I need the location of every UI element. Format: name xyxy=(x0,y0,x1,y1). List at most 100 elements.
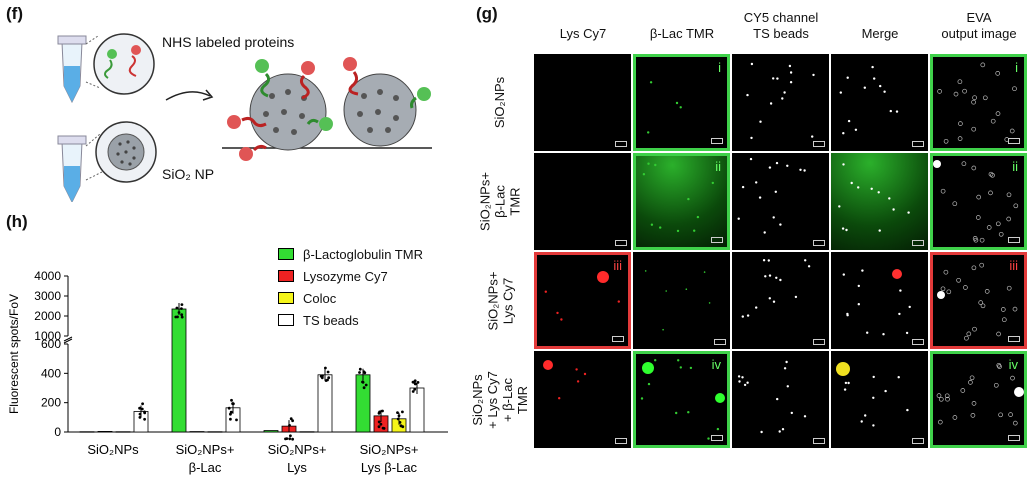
fluorescent-spot xyxy=(964,335,969,341)
fluorescent-spot xyxy=(790,411,793,415)
fluorescent-spot xyxy=(1012,86,1017,92)
fluorescent-spot xyxy=(650,223,654,226)
legend-label: Lysozyme Cy7 xyxy=(303,268,388,284)
row-header: SiO₂NPs + Lys Cy7 + β-Lac TMR xyxy=(470,370,530,429)
data-point xyxy=(291,437,294,441)
microscopy-image: iv xyxy=(633,351,730,448)
fluorescent-spot xyxy=(807,265,811,268)
fluorescent-spot xyxy=(776,77,779,80)
data-point xyxy=(291,419,294,423)
tube-icon xyxy=(57,135,87,202)
data-point xyxy=(138,416,142,419)
fluorescent-spot xyxy=(846,76,849,79)
bar xyxy=(317,374,333,433)
fluorescent-spot xyxy=(857,303,860,306)
fluorescent-spot xyxy=(769,102,773,105)
data-point xyxy=(358,367,362,371)
fluorescent-spot xyxy=(877,191,880,194)
fluorescent-spot xyxy=(804,259,807,262)
panel-roman-numeral: i xyxy=(718,60,721,75)
fluorescent-spot xyxy=(758,196,762,199)
data-point xyxy=(229,412,232,416)
fluorescent-spot xyxy=(649,81,653,84)
bar xyxy=(409,387,425,433)
fluorescent-spot xyxy=(741,185,745,189)
fluorescent-spot xyxy=(988,190,993,196)
data-point xyxy=(230,398,233,402)
fluorescent-spot xyxy=(946,289,952,295)
microscopy-image xyxy=(633,252,730,349)
column-header: Lys Cy7 xyxy=(559,26,607,41)
fluorescent-spot xyxy=(786,385,789,388)
fluorescent-spot xyxy=(597,271,609,283)
fluorescent-spot xyxy=(685,288,688,290)
fluorescent-spot xyxy=(799,168,802,171)
fluorescent-spot xyxy=(1000,307,1006,312)
scale-bar xyxy=(1008,237,1020,243)
scale-bar xyxy=(813,240,825,246)
fluorescent-spot xyxy=(982,95,988,101)
bar xyxy=(263,430,279,433)
fluorescent-spot xyxy=(940,286,946,292)
data-point xyxy=(288,437,292,441)
scale-bar xyxy=(1008,138,1020,144)
fluorescent-spot xyxy=(908,305,911,309)
panel-roman-numeral: iv xyxy=(711,357,721,372)
fluorescent-spot xyxy=(907,211,910,214)
fluorescent-spot xyxy=(850,181,853,185)
fluorescent-spot xyxy=(640,397,644,400)
data-point xyxy=(326,378,329,382)
column-header: CY5 channel TS beads xyxy=(743,10,819,41)
microscopy-image xyxy=(732,351,829,448)
scale-bar xyxy=(711,435,723,441)
fluorescent-spot xyxy=(998,231,1004,237)
fluorescent-spot xyxy=(774,190,777,193)
data-point xyxy=(362,386,366,390)
legend-swatch xyxy=(278,314,294,326)
fluorescent-spot xyxy=(971,99,976,105)
fluorescent-spot xyxy=(975,215,981,220)
fluorescent-spot xyxy=(937,291,945,299)
x-tick-label: SiO₂NPs xyxy=(87,442,139,457)
data-point xyxy=(411,380,415,384)
fluorescent-spot xyxy=(980,62,986,68)
data-point xyxy=(289,417,293,421)
fluorescent-spot xyxy=(642,173,646,176)
fluorescent-spot xyxy=(1012,420,1018,426)
tube-icon xyxy=(57,35,87,104)
data-point xyxy=(413,387,417,391)
fluorescent-spot xyxy=(772,300,776,303)
fluorescent-spot xyxy=(750,62,754,66)
fluorescent-spot xyxy=(1001,317,1007,323)
fluorescent-spot xyxy=(905,331,909,335)
scale-bar xyxy=(813,141,825,147)
y-tick-label: 200 xyxy=(41,396,61,410)
panel-label-g: (g) xyxy=(476,4,498,23)
data-point xyxy=(411,390,415,393)
scale-bar xyxy=(813,438,825,444)
axis-break-mark xyxy=(63,338,73,344)
chart-legend: β-Lactoglobulin TMR Lysozyme Cy7 Coloc T… xyxy=(278,243,423,331)
protein-zoom-circle xyxy=(93,33,155,95)
fluorescent-spot xyxy=(654,163,657,167)
fluorescent-spot xyxy=(750,136,753,140)
data-point xyxy=(140,407,144,411)
fluorescent-spot xyxy=(846,312,849,316)
fluorescent-spot xyxy=(944,393,950,399)
fluorescent-spot xyxy=(708,302,711,304)
fluorescent-spot xyxy=(647,382,651,386)
fluorescent-spot xyxy=(789,71,793,74)
fluorescent-spot xyxy=(583,372,587,376)
fluorescent-spot xyxy=(866,331,869,334)
fluorescent-spot xyxy=(879,84,882,88)
scale-bar xyxy=(1008,435,1020,441)
scale-bar xyxy=(612,336,624,342)
fluorescent-spot xyxy=(772,77,775,80)
fluorescent-spot xyxy=(878,229,881,232)
data-point xyxy=(180,303,184,306)
fluorescent-spot xyxy=(857,284,860,288)
panel-label-f: (f) xyxy=(6,4,23,23)
row-header: SiO₂NPs xyxy=(492,76,508,129)
scale-bar xyxy=(912,240,924,246)
bar xyxy=(299,431,315,433)
